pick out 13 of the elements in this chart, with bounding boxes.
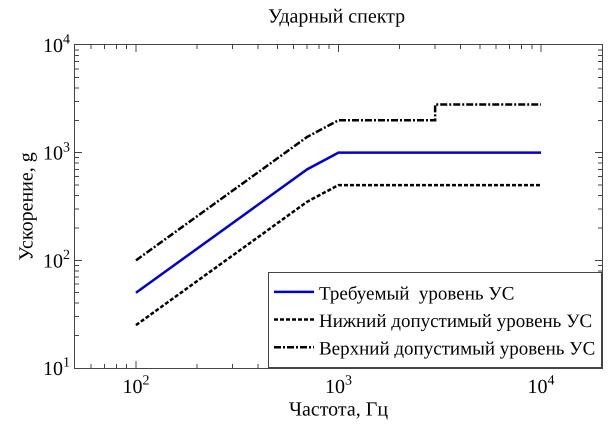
y-tick-label: 10$^{1}$ [43,356,70,380]
x-tick-label: 10$^{4}$ [528,374,555,398]
y-tick-label: 10$^{3}$ [43,140,70,165]
x-tick-label: 10$^{3}$ [325,374,352,398]
legend-label: Требуемый уровень УС [319,283,514,304]
x-tick-label: 10$^{2}$ [122,374,150,398]
legend-label: Верхний допустимый уровень УС [319,338,596,360]
y-tick-label: 10$^{4}$ [43,32,70,57]
y-tick-label: 10$^{2}$ [43,248,70,272]
legend-label: Нижний допустимый уровень УС [319,310,592,332]
x-axis-title: Частота, Гц [288,398,388,420]
y-axis-title: Ускорение, g [16,152,38,261]
chart-title: Ударный спектр [268,6,406,28]
